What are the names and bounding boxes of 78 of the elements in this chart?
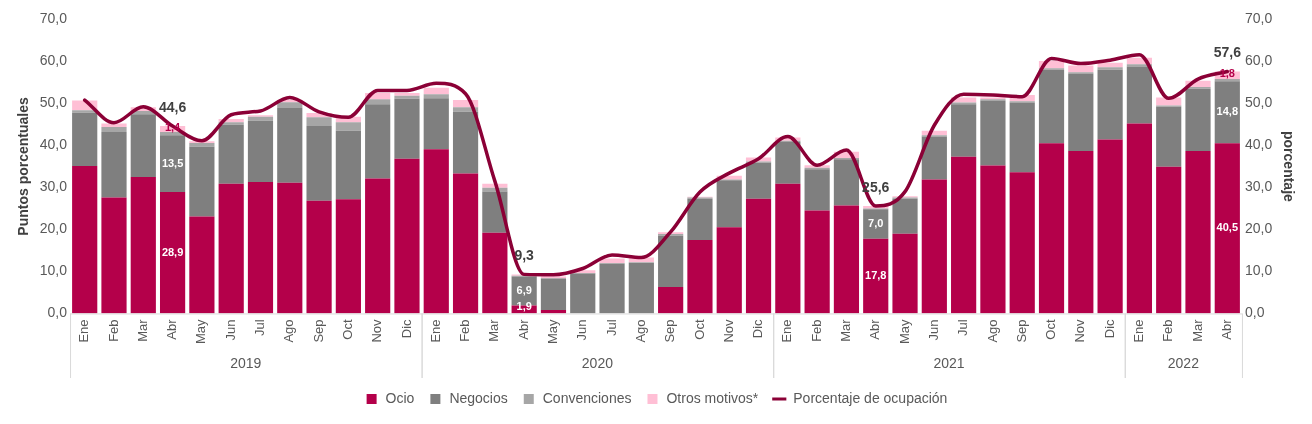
x-tick-label: Mar <box>1189 318 1205 342</box>
data-label: 1,9 <box>516 300 532 313</box>
legend-label: Negocios <box>449 389 508 406</box>
legend-label: Otros motivos* <box>666 389 759 406</box>
y2-tick-label: 70,0 <box>1244 10 1273 27</box>
x-tick-label: Abr <box>164 318 180 340</box>
x-tick-label: Jul <box>252 319 268 337</box>
y-tick-label: 10,0 <box>39 262 68 279</box>
legend-label: Ocio <box>385 389 415 406</box>
x-tick-label: Sep <box>662 319 678 343</box>
x-tick-label: Ene <box>1130 319 1146 343</box>
x-tick-label: Ago <box>632 319 648 343</box>
y-tick-label: 20,0 <box>39 220 68 237</box>
x-tick-label: Mar <box>838 318 854 342</box>
y-tick-label: 50,0 <box>39 94 68 111</box>
x-tick-label: Ene <box>76 319 92 343</box>
x-tick-label: Feb <box>1160 319 1176 342</box>
x-tick-label: May <box>545 318 561 344</box>
data-label: 13,5 <box>161 156 184 169</box>
data-label: 7,0 <box>868 217 884 229</box>
y2-tick-label: 0,0 <box>1244 304 1265 321</box>
text: 2020 <box>581 354 614 371</box>
x-tick-label: Nov <box>369 318 385 343</box>
x-tick-label: Feb <box>808 319 824 342</box>
y-axis-title: Puntos porcentuales <box>15 96 32 236</box>
x-tick-label: Ene <box>427 319 443 343</box>
x-tick-label: Oct <box>339 319 355 340</box>
y-tick-label: 60,0 <box>39 52 68 69</box>
x-tick-label: Dic <box>1101 318 1117 339</box>
y2-tick-label: 40,0 <box>1244 136 1273 153</box>
x-tick-label: Sep <box>1013 319 1029 343</box>
x-tick-label: Ago <box>984 319 1000 343</box>
data-label: 17,8 <box>865 269 887 282</box>
x-tick-label: Jun <box>574 319 590 341</box>
data-label: 57,6 <box>1213 44 1242 61</box>
y-tick-label: 40,0 <box>39 136 68 153</box>
x-tick-label: Sep <box>310 319 326 343</box>
x-tick-label: Jun <box>222 319 238 341</box>
y2-tick-label: 20,0 <box>1244 220 1273 237</box>
legend-label: Convenciones <box>542 389 632 406</box>
x-tick-label: Mar <box>134 318 150 342</box>
x-tick-label: Jun <box>925 319 941 341</box>
x-tick-label: Ago <box>281 319 297 343</box>
data-label: 6,9 <box>516 284 532 296</box>
y2-tick-label: 60,0 <box>1244 52 1273 69</box>
data-label: 44,6 <box>158 98 187 115</box>
x-tick-label: Oct <box>691 319 707 340</box>
x-tick-label: Nov <box>1072 318 1088 343</box>
x-tick-label: May <box>896 318 912 344</box>
x-tick-label: Oct <box>1043 319 1059 340</box>
x-tick-label: Ene <box>779 319 795 343</box>
x-tick-label: Abr <box>515 318 531 340</box>
legend-label: Porcentaje de ocupación <box>793 389 948 406</box>
x-tick-label: Nov <box>720 318 736 343</box>
y-tick-label: 0,0 <box>47 304 68 321</box>
x-tick-label: Abr <box>1218 318 1234 340</box>
y-tick-label: 70,0 <box>39 10 68 27</box>
data-label: 9,3 <box>514 247 535 264</box>
data-label: 28,9 <box>161 245 184 258</box>
x-tick-label: May <box>193 318 209 344</box>
x-tick-label: Jul <box>955 319 971 337</box>
data-label: 14,8 <box>1216 105 1239 118</box>
y2-tick-label: 30,0 <box>1244 178 1273 195</box>
x-tick-label: Feb <box>105 319 121 342</box>
data-label: 40,5 <box>1216 221 1239 234</box>
y2-tick-label: 50,0 <box>1244 94 1273 111</box>
x-tick-label: Dic <box>750 318 766 339</box>
y2-tick-label: 10,0 <box>1244 262 1273 279</box>
y-tick-label: 30,0 <box>39 178 68 195</box>
y2-axis-title: porcentaje <box>1280 131 1297 203</box>
x-tick-label: Feb <box>457 319 473 342</box>
text: 2022 <box>1167 354 1200 371</box>
x-tick-label: Dic <box>398 318 414 339</box>
x-tick-label: Jul <box>603 319 619 337</box>
text: 2019 <box>230 354 262 371</box>
x-tick-label: Abr <box>867 318 883 340</box>
x-tick-label: Mar <box>486 318 502 342</box>
text: 2021 <box>933 354 965 371</box>
